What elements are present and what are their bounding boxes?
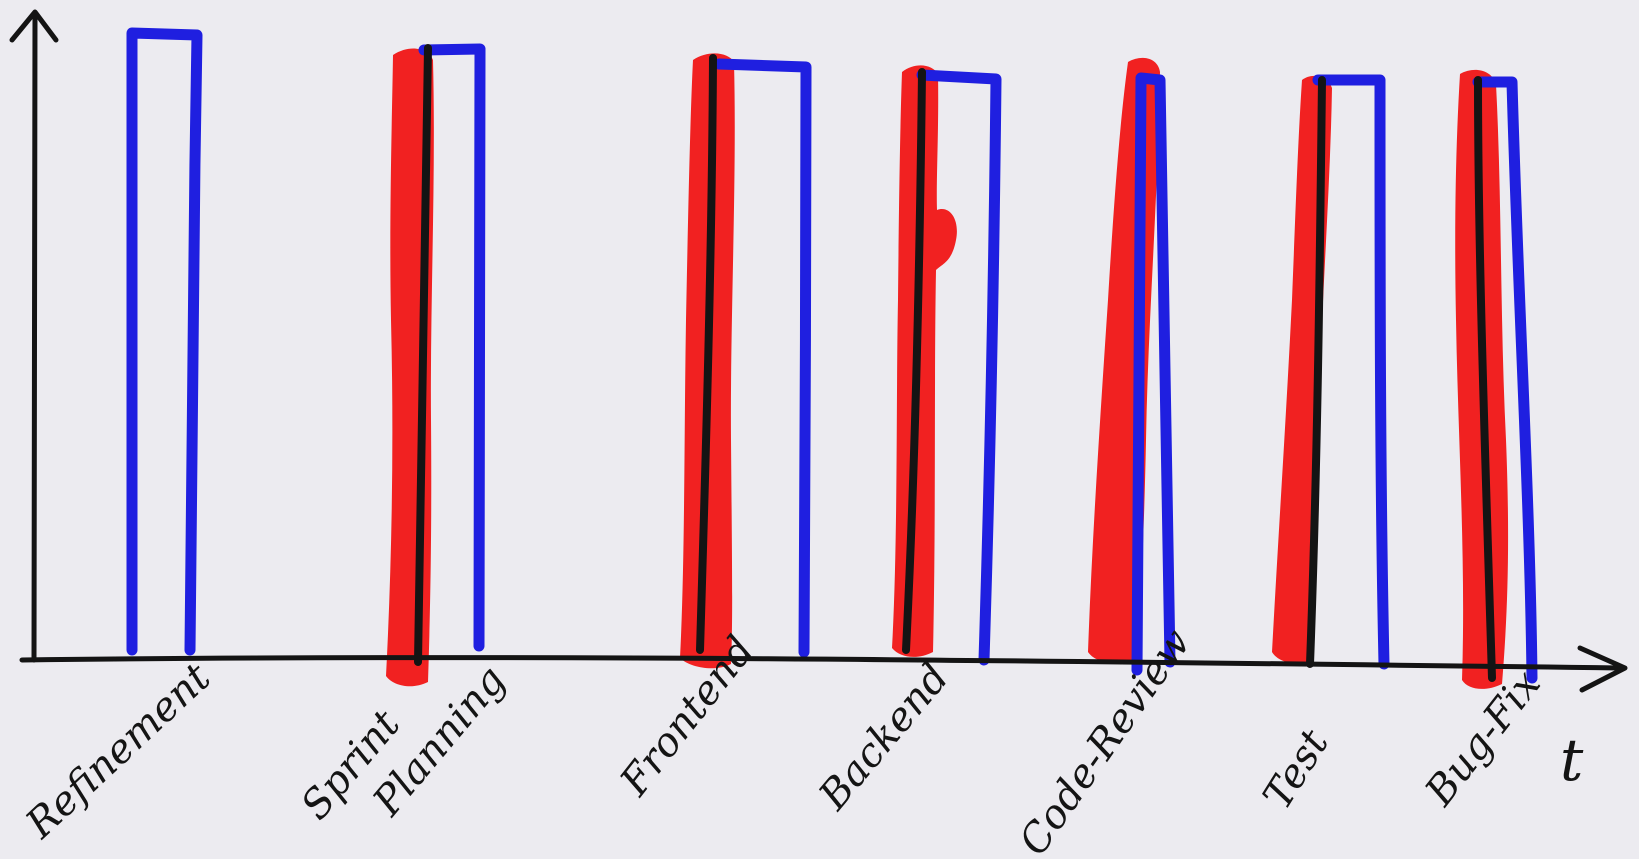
y-axis-arrow xyxy=(9,9,59,43)
blue-outline-frontend xyxy=(713,58,812,658)
black-stroke-bug-fix xyxy=(1474,76,1496,682)
black-stroke-test xyxy=(1306,76,1326,668)
x-axis-arrow xyxy=(1577,645,1628,693)
x-axis-line xyxy=(19,655,1623,671)
blue-outline-test xyxy=(1312,74,1390,670)
y-axis-line xyxy=(31,12,38,663)
blue-outline-code-review xyxy=(1131,72,1176,676)
blue-outlines xyxy=(126,27,1538,684)
time-axis-label: t xyxy=(1560,726,1584,794)
black-stroke-backend xyxy=(902,68,926,654)
axes xyxy=(9,9,1628,693)
blue-outline-refinement xyxy=(126,27,203,656)
blue-outline-backend xyxy=(916,69,1002,666)
blue-outline-sprint-planning xyxy=(418,43,486,652)
black-stroke-sprint-planning xyxy=(414,44,432,666)
blue-outline-bug-fix xyxy=(1472,76,1538,684)
black-strokes xyxy=(414,44,1496,682)
black-stroke-frontend xyxy=(696,54,717,654)
